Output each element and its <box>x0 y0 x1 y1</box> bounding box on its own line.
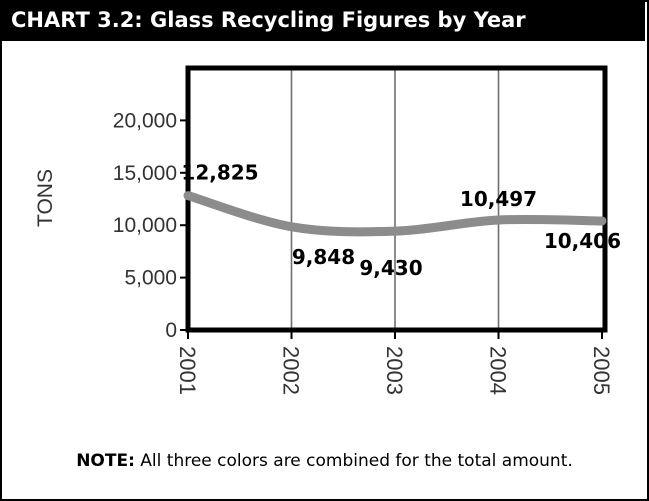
y-tick-label: 5,000 <box>124 267 177 290</box>
x-tick-label: 2003 <box>382 346 407 395</box>
y-tick-label: 15,000 <box>113 162 177 185</box>
plot-border <box>185 65 608 333</box>
chart-note: NOTE: All three colors are combined for … <box>0 451 649 471</box>
data-label: 10,497 <box>460 187 537 211</box>
y-tick-label: 0 <box>165 319 177 342</box>
data-label: 10,406 <box>544 229 621 253</box>
data-point-2003 <box>390 226 400 236</box>
data-label: 12,825 <box>181 161 258 185</box>
x-tick-label: 2002 <box>279 346 304 395</box>
data-label: 9,848 <box>292 245 355 269</box>
x-tick-label: 2001 <box>175 346 200 395</box>
data-point-2001 <box>183 191 193 201</box>
chart-title: CHART 3.2: Glass Recycling Figures by Ye… <box>0 0 645 41</box>
y-tick-label: 10,000 <box>113 214 177 237</box>
data-point-2004 <box>494 215 503 225</box>
note-label: NOTE: <box>76 451 135 471</box>
x-tick-label: 2005 <box>589 346 614 395</box>
note-text: All three colors are combined for the to… <box>134 451 573 471</box>
data-point-2002 <box>287 222 296 232</box>
data-point-2005 <box>597 216 607 226</box>
y-axis-label: TONS <box>34 169 57 227</box>
x-tick-label: 2004 <box>486 346 511 395</box>
data-label: 9,430 <box>359 256 422 280</box>
y-tick-label: 20,000 <box>113 109 177 132</box>
